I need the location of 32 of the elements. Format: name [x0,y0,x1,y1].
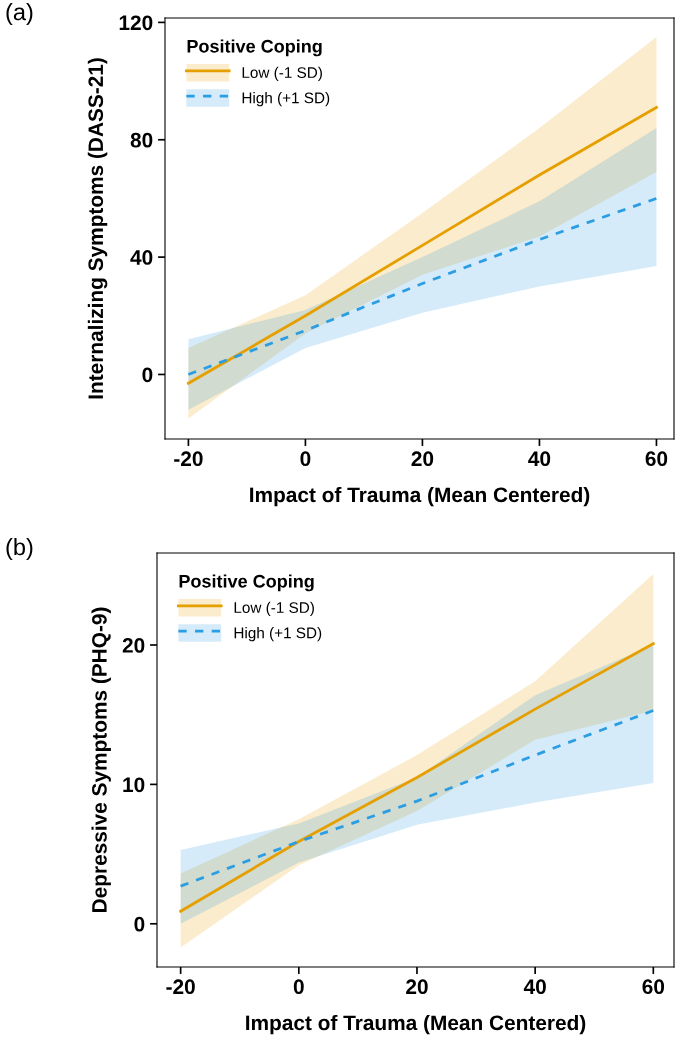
line-series [179,709,655,888]
legend-label: Low (-1 SD) [242,66,322,81]
legend-label: Low (-1 SD) [234,601,314,616]
y-axis-title: Internalizing Symptoms (DASS-21) [87,58,108,399]
x-tick-label: 0 [293,979,304,995]
x-axis-title: Impact of Trauma (Mean Centered) [246,1014,586,1035]
legend-title: Positive Coping [187,39,322,57]
line-series [187,197,658,376]
x-tick-label: 60 [642,979,665,995]
y-tick-label: 80 [130,132,153,148]
chart-title: (b) [6,538,33,560]
x-tick-label: 60 [645,451,668,467]
legend-label: High (+1 SD) [242,92,330,107]
chart-title: (a) [6,3,33,25]
legend-label: High (+1 SD) [234,627,322,642]
x-axis-title: Impact of Trauma (Mean Centered) [250,486,590,507]
x-tick-label: 40 [523,979,546,995]
x-tick-label: 20 [411,451,434,467]
x-tick-label: -20 [166,979,195,995]
y-tick-label: 0 [134,916,145,932]
y-tick-label: 40 [130,250,153,265]
x-tick-label: 20 [406,979,428,995]
legend-title: Positive Coping [179,574,314,592]
y-tick-label: 120 [119,15,153,31]
y-tick-label: 0 [142,367,153,383]
y-tick-label: 20 [122,638,145,653]
line-series [187,106,658,385]
x-tick-label: -20 [174,451,203,467]
x-tick-label: 40 [528,451,551,467]
x-tick-label: 0 [300,451,311,467]
y-tick-label: 10 [123,777,145,793]
y-axis-title: Depressive Symptoms (PHQ-9) [91,607,111,913]
